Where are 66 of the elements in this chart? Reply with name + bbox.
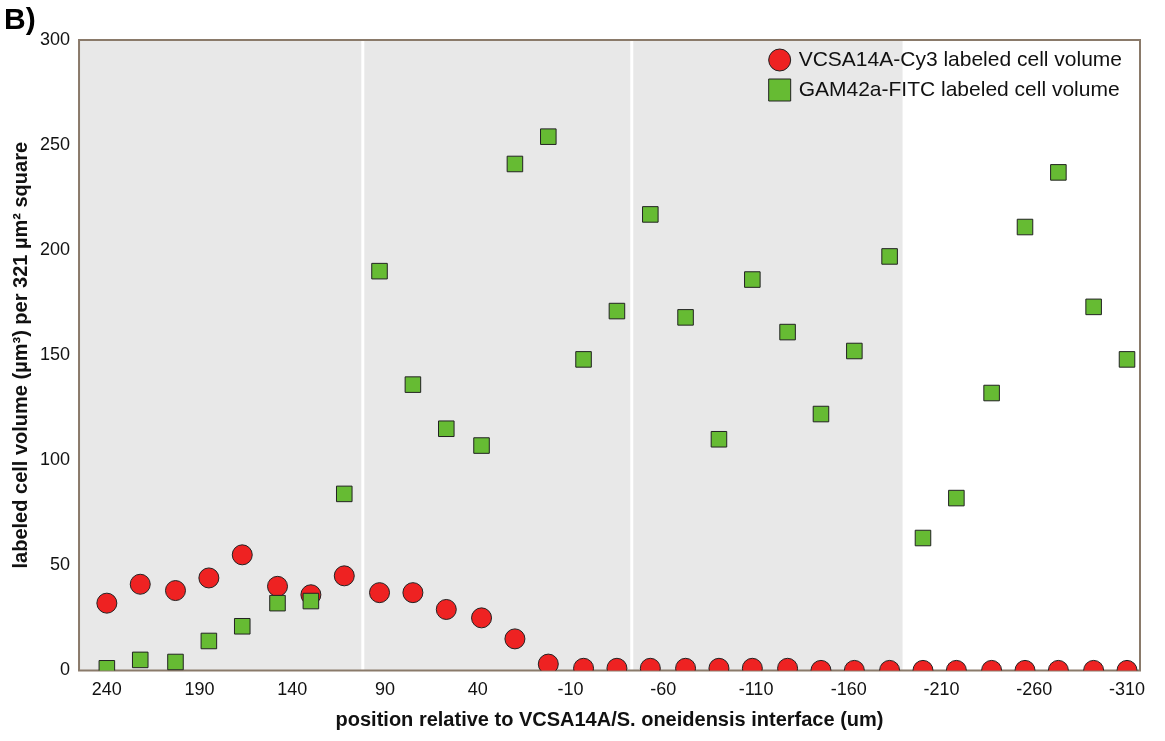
point	[333, 565, 355, 587]
point	[438, 420, 455, 438]
point	[371, 262, 388, 280]
y-tick-label: 150	[39, 344, 71, 365]
x-tick-label: 90	[375, 679, 396, 700]
y-tick-label: 100	[39, 449, 71, 470]
y-tick-label: 200	[39, 239, 71, 260]
point	[779, 323, 796, 341]
point	[198, 567, 220, 589]
point	[710, 430, 728, 448]
legend-label: GAM42a-FITC labeled cell volume	[798, 76, 1120, 100]
x-tick-label: 190	[184, 679, 215, 700]
point	[1016, 218, 1034, 236]
x-tick-label: -160	[830, 679, 867, 700]
point	[435, 598, 457, 620]
point	[231, 544, 253, 566]
point	[1050, 164, 1067, 181]
point	[812, 405, 830, 423]
y-tick-label: 0	[60, 659, 71, 680]
point	[131, 651, 149, 669]
point	[473, 437, 490, 454]
point	[269, 594, 286, 612]
y-axis-title: labeled cell volume (µm³) per 321 µm² square	[8, 141, 31, 569]
point	[129, 573, 151, 595]
point	[164, 580, 186, 602]
point	[471, 607, 493, 629]
x-tick-label: -10	[557, 679, 584, 700]
x-tick-label: -260	[1016, 679, 1053, 700]
point	[302, 592, 320, 610]
point	[96, 592, 118, 614]
point	[506, 155, 524, 173]
point	[608, 302, 626, 320]
point	[200, 632, 218, 650]
y-tick-label: 250	[39, 134, 71, 155]
point	[233, 617, 251, 635]
point	[1118, 351, 1136, 368]
text: B)	[4, 2, 36, 36]
point	[1085, 298, 1102, 316]
x-tick-label: 140	[277, 679, 308, 700]
legend-label: VCSA14A-Cy3 labeled cell volume	[798, 46, 1122, 70]
x-tick-label: -310	[1109, 679, 1146, 700]
y-tick-label: 300	[39, 28, 71, 49]
point	[948, 489, 965, 507]
y-tick-label: 50	[50, 554, 71, 575]
point	[167, 653, 184, 671]
x-axis-title: position relative to VCSA14A/S. oneidensis interface (um)	[335, 707, 884, 730]
x-tick-label: -110	[738, 679, 774, 700]
point	[336, 485, 353, 503]
x-tick-label: -60	[650, 679, 677, 700]
point	[881, 248, 898, 265]
point	[402, 582, 424, 604]
x-tick-label: 40	[467, 679, 488, 700]
point	[983, 384, 1000, 402]
point	[575, 351, 592, 368]
point	[642, 206, 659, 223]
point	[504, 628, 526, 650]
point	[267, 575, 288, 597]
point	[540, 128, 557, 145]
point	[404, 376, 422, 393]
point	[744, 271, 761, 288]
x-tick-label: -210	[923, 679, 960, 700]
point	[914, 529, 932, 547]
point	[677, 309, 694, 326]
x-tick-label: 240	[91, 679, 122, 700]
point	[369, 582, 391, 604]
point	[846, 342, 863, 360]
